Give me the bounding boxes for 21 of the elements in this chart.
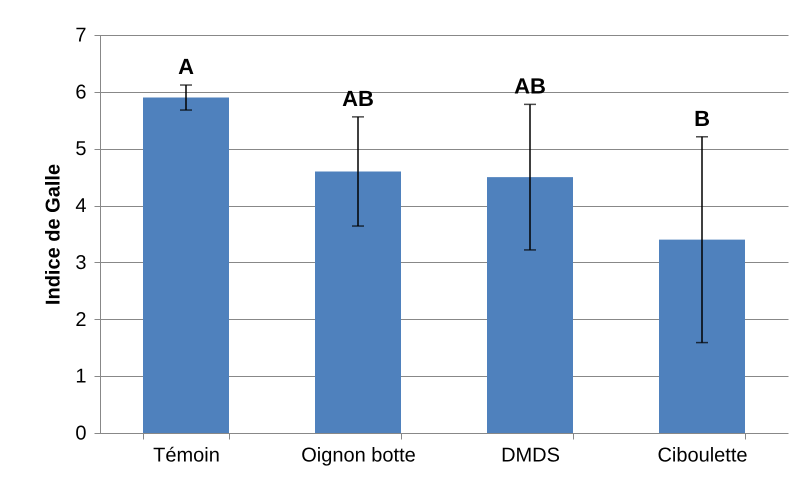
x-tick-label: Témoin xyxy=(153,444,220,466)
bar xyxy=(315,171,401,433)
y-tick-label: 2 xyxy=(75,308,86,331)
bar xyxy=(659,240,745,433)
y-tick-label: 5 xyxy=(75,138,86,160)
y-axis-title: Indice de Galle xyxy=(42,164,64,306)
annotation: A xyxy=(178,54,194,80)
annotation: AB xyxy=(514,73,546,98)
annotation: B xyxy=(694,106,710,131)
annotation: AB xyxy=(342,86,374,111)
bar xyxy=(487,177,573,433)
x-tick-label: Oignon botte xyxy=(301,444,416,466)
x-tick-label: Ciboulette xyxy=(657,444,748,466)
y-tick-label: 0 xyxy=(75,422,86,444)
y-tick-label: 3 xyxy=(75,252,86,274)
y-tick-label: 1 xyxy=(75,366,86,388)
bar xyxy=(143,98,229,433)
y-tick-label: 7 xyxy=(75,24,86,46)
x-tick-label: DMDS xyxy=(501,444,560,466)
y-tick-label: 4 xyxy=(75,195,86,218)
y-tick-label: 6 xyxy=(75,81,86,104)
